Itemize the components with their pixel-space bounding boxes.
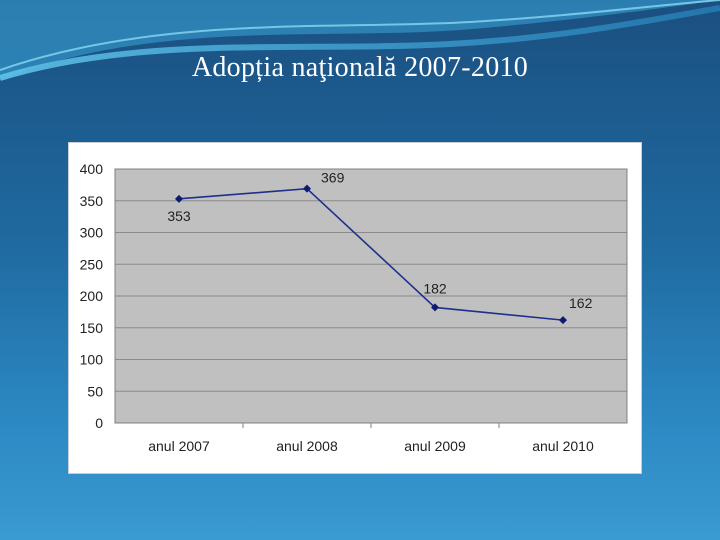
y-tick-label: 150 [80,320,104,336]
slide-title: Adopția naţională 2007-2010 [191,52,529,83]
chart-panel: 0 50 100 150 200 250 300 350 400 anul 2007 anul 20… [68,142,642,474]
x-tick-label: anul 2010 [532,438,594,454]
y-tick-label: 300 [80,225,104,241]
y-tick-label: 200 [80,288,104,304]
data-point-marker [431,303,439,312]
header-swoosh-decoration [0,0,720,81]
data-point-marker [303,184,311,193]
data-label: 369 [321,170,345,186]
line-chart: 0 50 100 150 200 250 300 350 400 anul 2007 anul 20… [80,161,628,454]
data-point-marker [559,316,567,325]
y-tick-label: 350 [80,193,104,209]
data-point-marker [175,194,183,203]
x-tick-label: anul 2007 [148,438,210,454]
y-tick-label: 0 [95,415,103,431]
x-tick-label: anul 2009 [404,438,466,454]
data-label: 353 [167,208,191,224]
data-label: 182 [423,280,447,296]
x-tick-label: anul 2008 [276,438,338,454]
data-label: 162 [569,295,593,311]
y-tick-label: 50 [87,383,103,399]
y-tick-label: 100 [80,352,104,368]
series-line [178,187,564,321]
y-tick-label: 400 [80,161,104,177]
y-tick-label: 250 [80,256,104,272]
